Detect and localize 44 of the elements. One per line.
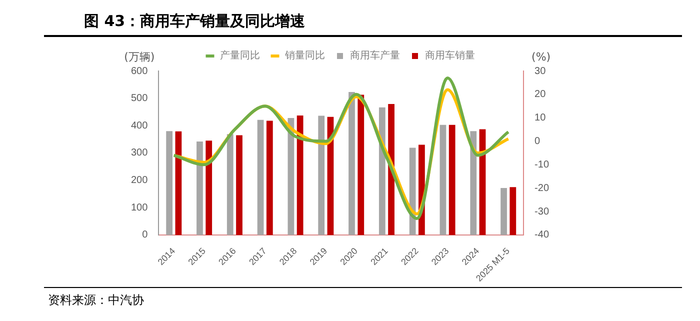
y2-tick-label: -30 [534, 206, 550, 218]
bar [175, 131, 182, 235]
y-tick-label: 200 [130, 175, 148, 186]
bar [510, 187, 516, 235]
y2-tick-label: 10 [534, 112, 546, 124]
y-tick-label: 300 [130, 148, 148, 159]
bar [257, 120, 264, 235]
bar [348, 92, 355, 235]
bar [378, 107, 386, 235]
bar [500, 188, 507, 235]
y-tick-label: 600 [130, 66, 148, 77]
bar [318, 116, 325, 235]
y-tick-label: 500 [130, 93, 148, 104]
y2-tick-label: -40 [534, 230, 550, 241]
y2-tick-label: 20 [534, 89, 546, 100]
bar [388, 104, 394, 235]
chart-title: 图 43：商用车产销量及同比增速 [44, 8, 682, 37]
bar [236, 135, 242, 235]
bar [266, 120, 273, 235]
y-tick-label: 400 [130, 120, 148, 132]
bar [206, 140, 212, 235]
bar [358, 94, 364, 235]
legend-label: 销量同比 [284, 50, 325, 62]
bar [226, 134, 234, 235]
y-axis-title: (万辆) [124, 50, 155, 64]
y-tick-label: 0 [142, 230, 148, 241]
bar [296, 116, 304, 235]
y2-axis-title: (%) [532, 50, 551, 64]
bar [479, 129, 486, 235]
bar [409, 148, 416, 235]
bar [440, 124, 446, 235]
bar [166, 131, 173, 235]
bar [448, 124, 456, 235]
legend-label: 商用车销量 [425, 50, 475, 62]
bar [196, 141, 203, 235]
y2-tick-label: 30 [534, 66, 546, 77]
y2-tick-label: -20 [534, 182, 550, 194]
y2-tick-label: 0 [534, 136, 541, 148]
legend-label: 商用车产量 [350, 50, 400, 62]
legend-label: 产量同比 [220, 50, 260, 62]
y2-tick-label: -10 [534, 159, 550, 170]
text: 资料来源：中汽协 [48, 292, 145, 309]
y-tick-label: 100 [130, 202, 148, 214]
bar [470, 131, 477, 235]
